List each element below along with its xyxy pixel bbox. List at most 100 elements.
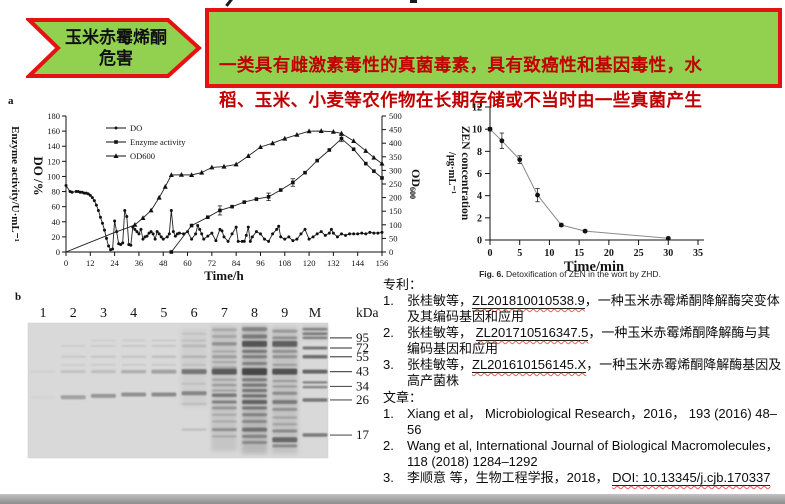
article-text: Wang et al, International Journal of Bio…: [407, 438, 782, 470]
patent-number-link[interactable]: ZL201810010538.9: [472, 292, 585, 309]
patent-title: ，一种玉米赤霉烯酮降解酶基因及高产菌株: [407, 356, 782, 388]
svg-text:150: 150: [389, 206, 402, 216]
svg-text:100: 100: [389, 220, 402, 230]
cropped-title-fragment: [410, 0, 417, 3]
svg-text:6: 6: [191, 306, 198, 321]
svg-text:b: b: [15, 291, 21, 303]
svg-text:M: M: [309, 306, 322, 321]
patent-title: ，一种玉米赤霉烯酮降解酶突变体及其编码基因和应用: [407, 292, 780, 324]
svg-text:1: 1: [40, 306, 47, 321]
svg-text:24: 24: [110, 258, 119, 268]
svg-text:60: 60: [52, 202, 61, 212]
svg-text:OD600: OD600: [130, 151, 155, 161]
article-item: 3. 李顺意 等，生物工程学报，2018， DOI: 10.13345/j.cj…: [383, 469, 782, 486]
item-number: 3.: [383, 356, 394, 372]
svg-text:120: 120: [303, 258, 316, 268]
svg-text:30: 30: [663, 248, 673, 259]
svg-text:DO: DO: [130, 123, 142, 133]
svg-text:34: 34: [356, 378, 370, 393]
article-item: 1. Xiang et al， Microbiological Research…: [383, 406, 782, 438]
svg-text:500: 500: [389, 111, 402, 121]
svg-text:120: 120: [47, 156, 60, 166]
svg-text:48: 48: [159, 258, 168, 268]
svg-text:15: 15: [574, 248, 584, 259]
patent-authors: 张桂敏等，: [407, 292, 473, 308]
article-text: Xiang et al， Microbiological Research，20…: [407, 406, 782, 438]
svg-text:96: 96: [256, 258, 265, 268]
patent-item: 2. 张桂敏等， ZL201710516347.5，一种玉米赤霉烯酮降解酶与其编…: [383, 324, 782, 357]
patent-title: ，一种玉米赤霉烯酮降解酶与其编码基因和应用: [407, 324, 771, 356]
patent-text: 张桂敏等，ZL201610156145.X，一种玉米赤霉烯酮降解酶基因及高产菌株: [407, 356, 782, 389]
svg-text:DO /%: DO /%: [31, 156, 46, 195]
definition-box: 一类具有雌激素毒性的真菌毒素，具有致癌性和基因毒性，水 稻、玉米、小麦等农作物在…: [205, 8, 782, 110]
item-number: 3.: [383, 469, 394, 485]
svg-text:450: 450: [389, 125, 402, 135]
svg-text:0: 0: [477, 236, 482, 247]
svg-text:0: 0: [389, 247, 393, 257]
articles-header: 文章：: [383, 389, 423, 405]
svg-text:20: 20: [52, 232, 61, 242]
definition-text: 一类具有雌激素毒性的真菌毒素，具有致癌性和基因毒性，水 稻、玉米、小麦等农作物在…: [219, 55, 703, 110]
svg-text:60: 60: [183, 258, 192, 268]
svg-text:160: 160: [47, 126, 60, 136]
svg-text:6: 6: [477, 169, 482, 180]
svg-text:4: 4: [130, 306, 137, 321]
svg-text:17: 17: [356, 427, 370, 442]
figure-caption-text: Detoxification of ZEN in the wort by ZHD…: [503, 269, 661, 279]
svg-text:Enzyme activity/U·mL⁻¹: Enzyme activity/U·mL⁻¹: [9, 126, 21, 242]
svg-text:300: 300: [389, 165, 402, 175]
patent-item: 1. 张桂敏等，ZL201810010538.9，一种玉米赤霉烯酮降解酶突变体及…: [383, 292, 782, 325]
svg-text:26: 26: [356, 392, 370, 407]
figure-caption: Fig. 6. Detoxification of ZEN in the wor…: [435, 269, 705, 279]
svg-text:5: 5: [517, 248, 522, 259]
topic-title: 玉米赤霉烯酮 危害: [65, 28, 167, 68]
svg-text:55: 55: [356, 349, 369, 364]
doi-link[interactable]: DOI: 10.13345/j.cjb.170337: [612, 469, 771, 486]
svg-text:9: 9: [281, 306, 288, 321]
svg-text:25: 25: [634, 248, 644, 259]
svg-text:43: 43: [356, 364, 369, 379]
svg-text:84: 84: [232, 258, 241, 268]
item-number: 1.: [383, 292, 394, 308]
svg-text:0: 0: [488, 248, 493, 259]
patent-number-link[interactable]: ZL201710516347.5: [475, 324, 589, 341]
svg-text:0: 0: [64, 258, 68, 268]
svg-text:Time/min: Time/min: [564, 259, 624, 274]
svg-text:kDa: kDa: [356, 305, 379, 320]
svg-text:140: 140: [47, 141, 60, 151]
figure-caption-number: Fig. 6.: [479, 269, 504, 279]
svg-text:0: 0: [56, 247, 60, 257]
item-number: 2.: [383, 324, 394, 340]
svg-text:144: 144: [351, 258, 365, 268]
svg-text:156: 156: [376, 258, 389, 268]
svg-text:108: 108: [278, 258, 291, 268]
window-bottom-edge: [0, 494, 785, 504]
svg-text:7: 7: [221, 306, 228, 321]
svg-text:Time/h: Time/h: [204, 268, 244, 283]
svg-text:350: 350: [389, 152, 402, 162]
patent-number-link[interactable]: ZL201610156145.X: [472, 356, 587, 373]
svg-text:50: 50: [389, 233, 398, 243]
svg-text:4: 4: [477, 191, 482, 202]
svg-text:36: 36: [135, 258, 144, 268]
svg-text:40: 40: [52, 217, 61, 227]
patent-authors: 张桂敏等，: [407, 356, 473, 372]
svg-text:2: 2: [477, 213, 482, 224]
references-block: 专利： 1. 张桂敏等，ZL201810010538.9，一种玉米赤霉烯酮降解酶…: [383, 276, 782, 486]
patent-item: 3. 张桂敏等，ZL201610156145.X，一种玉米赤霉烯酮降解酶基因及高…: [383, 356, 782, 389]
svg-text:8: 8: [251, 306, 258, 321]
svg-text:132: 132: [327, 258, 340, 268]
svg-text:100: 100: [47, 171, 60, 181]
patents-header: 专利：: [383, 277, 423, 292]
svg-text:10: 10: [472, 125, 482, 136]
fermentation-profile-chart: a020406080100120140160180050100150200250…: [8, 95, 423, 283]
topic-chevron-shape: 玉米赤霉烯酮 危害: [26, 17, 202, 79]
svg-text:3: 3: [100, 306, 107, 321]
svg-text:72: 72: [356, 340, 369, 355]
patent-text: 张桂敏等，ZL201810010538.9，一种玉米赤霉烯酮降解酶突变体及其编码…: [407, 292, 782, 325]
svg-text:12: 12: [86, 258, 95, 268]
svg-text:80: 80: [52, 187, 61, 197]
chevron-outline: [26, 18, 202, 78]
svg-text:2: 2: [70, 306, 77, 321]
item-number: 2.: [383, 437, 394, 453]
